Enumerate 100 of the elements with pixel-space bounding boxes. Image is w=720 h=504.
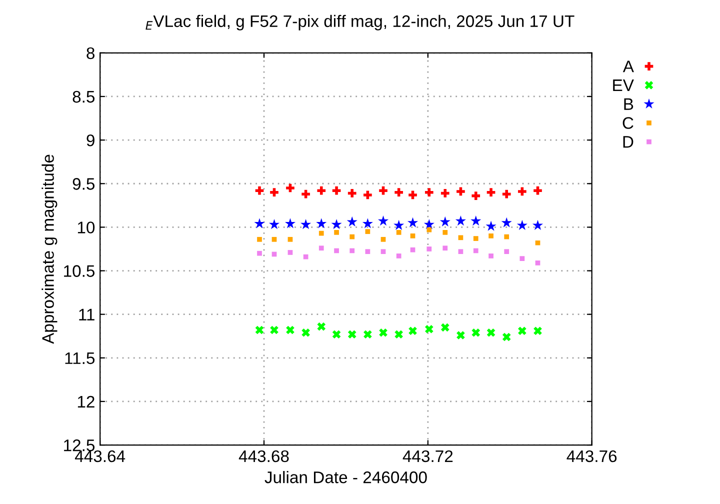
point (257, 236, 262, 242)
point (504, 234, 510, 240)
point (424, 219, 434, 230)
point (318, 230, 324, 236)
y-tick-label: 8.5 (72, 90, 95, 103)
point (286, 326, 294, 334)
legend-label: C (622, 117, 634, 129)
point (458, 249, 464, 254)
point (407, 217, 418, 228)
point (346, 216, 358, 226)
point (378, 216, 389, 226)
point (380, 249, 386, 254)
y-tick-label: 8 (86, 47, 94, 60)
point (504, 249, 510, 254)
point (426, 227, 432, 232)
point (317, 322, 326, 331)
point (456, 187, 465, 196)
point (284, 218, 296, 228)
point (286, 184, 294, 192)
point (473, 236, 478, 241)
point (488, 254, 494, 258)
point (424, 188, 434, 197)
legend-label: B (624, 98, 634, 110)
point (502, 332, 511, 342)
point (270, 188, 278, 197)
point (535, 240, 540, 246)
x-axis-title: Julian Date - 2460400 (264, 470, 427, 484)
chart-title: $_{E}$VLac field, g F52 7-pix diff mag, 12-inch, 2025 Jun 17 UT (146, 14, 574, 30)
y-tick-label: 10 (78, 222, 95, 234)
point (472, 192, 480, 200)
legend-label: D (623, 136, 634, 148)
point (255, 326, 264, 334)
x-tick-label: 443.72 (402, 450, 453, 462)
y-tick-label: 11 (79, 308, 94, 320)
point (518, 326, 526, 336)
point (534, 186, 542, 195)
point (364, 330, 372, 339)
point (440, 323, 450, 332)
point (502, 190, 511, 198)
point (442, 246, 448, 251)
point (334, 230, 339, 235)
point (348, 189, 356, 198)
point (518, 187, 526, 196)
point (270, 326, 278, 334)
point (272, 236, 277, 242)
point (440, 189, 450, 198)
point (520, 256, 525, 261)
point (365, 229, 370, 234)
point (254, 218, 265, 228)
point (440, 216, 450, 226)
point (486, 220, 496, 231)
point (394, 330, 403, 339)
point (473, 248, 478, 254)
point (516, 220, 528, 230)
point (456, 331, 465, 340)
point (458, 235, 464, 240)
y-axis-title: Approximate g magnitude (42, 154, 58, 344)
point (394, 188, 403, 197)
point (488, 233, 494, 238)
point (365, 249, 370, 254)
point (396, 230, 402, 235)
point (424, 324, 434, 334)
point (380, 236, 386, 242)
point (332, 330, 341, 339)
point (332, 186, 341, 195)
point (331, 219, 342, 230)
point (362, 218, 373, 228)
point (302, 328, 310, 337)
point (302, 190, 310, 198)
point (268, 219, 280, 230)
x-tick-label: 443.68 (238, 450, 289, 462)
x-tick-label: 443.64 (74, 450, 126, 462)
point (470, 216, 482, 226)
point (318, 246, 324, 251)
point (442, 230, 448, 235)
point (394, 220, 404, 230)
point (408, 190, 417, 200)
point (364, 190, 372, 200)
x-tick-label: 443.76 (566, 450, 617, 462)
point (532, 220, 544, 230)
point (334, 248, 339, 254)
point (534, 326, 542, 336)
legend-label: EV (613, 80, 634, 92)
y-tick-label: 12.5 (64, 439, 95, 452)
point (455, 216, 466, 226)
point (300, 219, 312, 230)
point (257, 250, 262, 256)
point (288, 236, 293, 242)
y-tick-label: 9 (86, 134, 94, 146)
legend-label: A (622, 60, 634, 72)
point (350, 234, 355, 240)
point (426, 246, 432, 252)
point (410, 233, 416, 238)
point (316, 218, 327, 228)
point (350, 248, 355, 254)
point (486, 188, 496, 197)
y-tick-label: 12 (78, 396, 94, 408)
point (501, 217, 512, 228)
point (317, 186, 326, 195)
point (396, 254, 402, 258)
